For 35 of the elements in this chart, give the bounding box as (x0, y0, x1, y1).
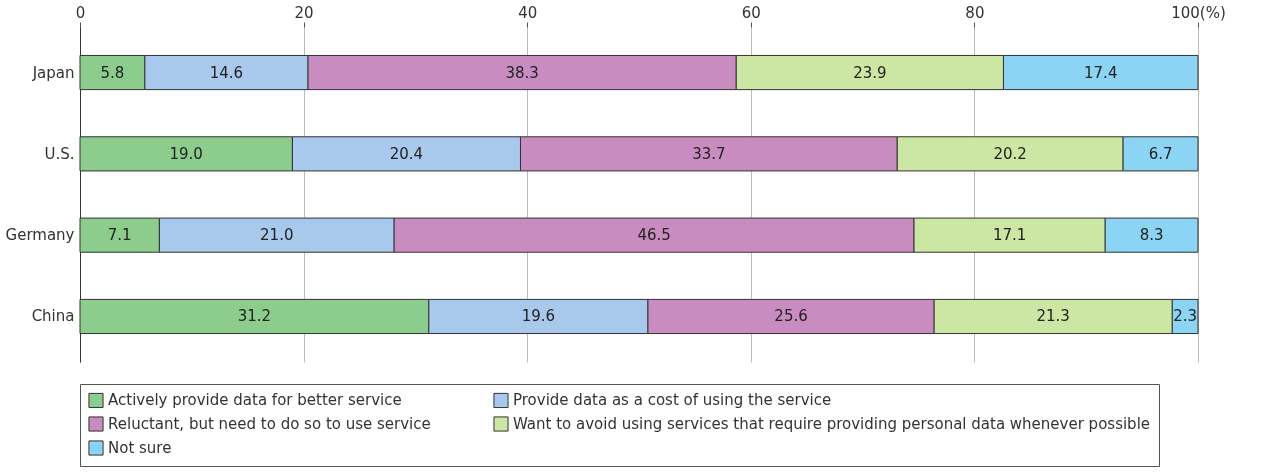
data-label: 7.1 (107, 226, 132, 245)
data-label: 6.7 (1148, 144, 1173, 163)
data-label: 2.3 (1173, 307, 1198, 326)
y-tick-label: U.S. (44, 144, 75, 163)
data-label: 23.9 (853, 63, 887, 82)
data-label: 21.3 (1036, 307, 1070, 326)
data-label: 8.3 (1139, 226, 1164, 245)
x-tick-label: 20 (294, 3, 314, 22)
data-label: 14.6 (209, 63, 244, 82)
data-label: 20.2 (993, 144, 1027, 163)
data-label: 21.0 (260, 226, 294, 245)
data-label: 38.3 (505, 63, 539, 82)
legend-label: Reluctant, but need to do so to use service (108, 415, 431, 433)
data-label: 33.7 (692, 144, 726, 163)
y-tick-label: Germany (5, 226, 75, 245)
x-tick-label: 0 (75, 3, 86, 22)
data-label: 20.4 (389, 144, 424, 163)
x-tick-label: 80 (965, 3, 985, 22)
data-label: 25.6 (774, 307, 808, 326)
data-label: 17.1 (992, 226, 1027, 245)
legend-label: Not sure (108, 439, 172, 457)
data-label: 19.6 (521, 307, 556, 326)
data-label: 5.8 (100, 63, 125, 82)
legend-label: Want to avoid using services that require providing personal data whenever possible (513, 415, 1151, 433)
legend-label: Provide data as a cost of using the service (513, 391, 832, 410)
x-tick-label: 40 (518, 3, 538, 22)
y-tick-label: Japan (31, 63, 75, 82)
y-tick-label: China (31, 307, 75, 326)
data-label: 46.5 (637, 226, 671, 245)
data-label: 17.4 (1084, 63, 1118, 82)
data-label: 19.0 (169, 144, 203, 163)
data-label: 31.2 (237, 307, 272, 326)
x-tick-label: 100(%) (1171, 3, 1226, 22)
x-tick-label: 60 (741, 3, 761, 22)
legend-label: Actively provide data for better service (108, 391, 402, 410)
